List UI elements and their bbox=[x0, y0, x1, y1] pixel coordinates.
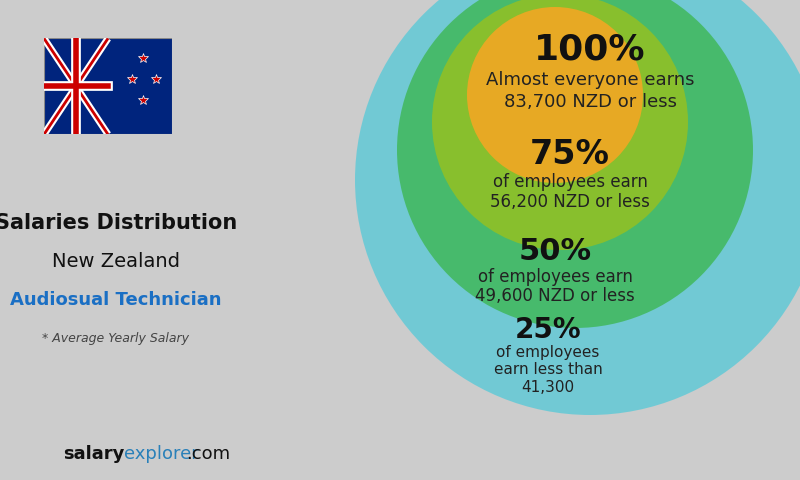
Text: 56,200 NZD or less: 56,200 NZD or less bbox=[490, 193, 650, 211]
Text: salary: salary bbox=[62, 444, 124, 463]
Text: of employees: of employees bbox=[496, 345, 600, 360]
Text: 75%: 75% bbox=[530, 139, 610, 171]
Text: New Zealand: New Zealand bbox=[52, 252, 180, 271]
Text: .com: .com bbox=[186, 444, 230, 463]
Text: 100%: 100% bbox=[534, 33, 646, 67]
Text: Audiosual Technician: Audiosual Technician bbox=[10, 291, 222, 309]
Text: earn less than: earn less than bbox=[494, 362, 602, 377]
Text: 50%: 50% bbox=[518, 238, 591, 266]
Text: of employees earn: of employees earn bbox=[493, 173, 647, 191]
Text: 41,300: 41,300 bbox=[522, 381, 574, 396]
Text: explorer: explorer bbox=[124, 444, 198, 463]
Circle shape bbox=[397, 0, 753, 328]
Text: 25%: 25% bbox=[514, 316, 582, 344]
Circle shape bbox=[467, 7, 643, 183]
Circle shape bbox=[355, 0, 800, 415]
Text: * Average Yearly Salary: * Average Yearly Salary bbox=[42, 332, 190, 345]
FancyBboxPatch shape bbox=[44, 38, 172, 134]
Text: Salaries Distribution: Salaries Distribution bbox=[0, 213, 237, 233]
Text: Almost everyone earns: Almost everyone earns bbox=[486, 71, 694, 89]
Circle shape bbox=[432, 0, 688, 250]
Text: 49,600 NZD or less: 49,600 NZD or less bbox=[475, 287, 635, 305]
Text: 83,700 NZD or less: 83,700 NZD or less bbox=[503, 93, 677, 111]
Text: of employees earn: of employees earn bbox=[478, 268, 633, 286]
